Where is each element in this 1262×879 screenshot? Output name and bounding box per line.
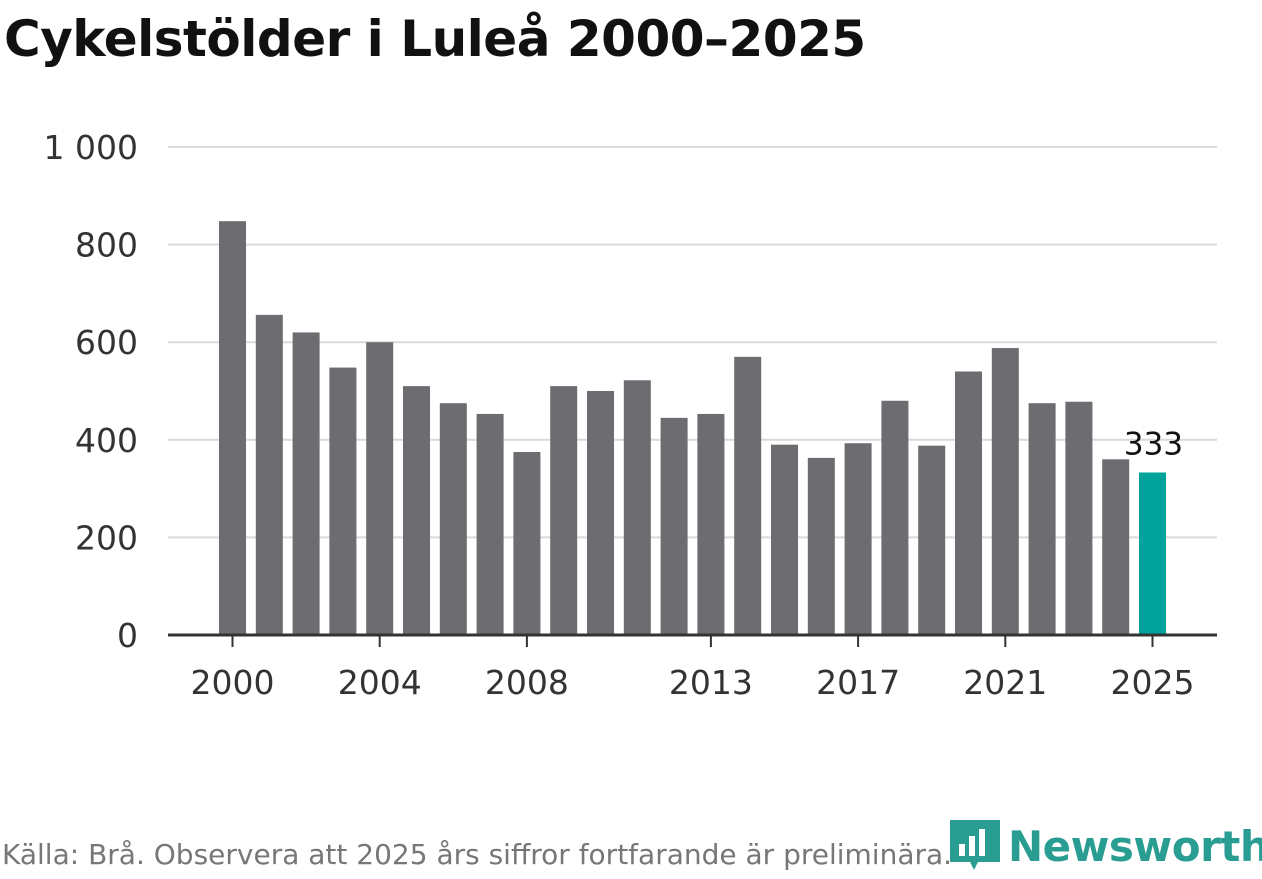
bar-2017 xyxy=(844,443,872,635)
bar-2004 xyxy=(366,342,394,635)
bar-2011 xyxy=(623,380,651,635)
bar-2014 xyxy=(734,356,762,635)
newsworthy-logo: Newsworthy xyxy=(950,820,1262,872)
y-tick-label: 1 000 xyxy=(44,128,138,167)
bar-2020 xyxy=(955,371,982,635)
bar-2022 xyxy=(1028,403,1056,635)
x-tick-label: 2013 xyxy=(669,663,753,702)
source-note: Källa: Brå. Observera att 2025 års siffr… xyxy=(2,838,953,871)
y-tick-label: 0 xyxy=(117,616,138,655)
x-tick-label: 2025 xyxy=(1111,663,1195,702)
data-labels: 333 xyxy=(1124,426,1183,462)
x-tick-label: 2008 xyxy=(485,663,569,702)
bar-2018 xyxy=(881,400,909,635)
y-tick-label: 600 xyxy=(75,323,138,362)
bar-2005 xyxy=(403,386,430,635)
bar-2008 xyxy=(513,452,541,635)
bar-2012 xyxy=(660,417,688,635)
chart-title: Cykelstölder i Luleå 2000–2025 xyxy=(4,10,866,68)
x-axis: 2000 2004 2008 2013 2017 2021 2025 xyxy=(168,633,1217,702)
data-label-2025: 333 xyxy=(1124,426,1183,462)
bars xyxy=(219,221,1166,635)
y-tick-label: 400 xyxy=(75,421,138,460)
bar-2009 xyxy=(550,386,578,635)
x-tick-label: 2021 xyxy=(963,663,1047,702)
logo-text: Newsworthy xyxy=(1008,821,1262,871)
x-tick-label: 2004 xyxy=(338,663,422,702)
bar-2001 xyxy=(255,314,283,635)
bar-2024 xyxy=(1102,459,1130,635)
y-tick-label: 200 xyxy=(75,518,138,557)
bar-2016 xyxy=(807,457,835,635)
bar-2003 xyxy=(329,367,357,635)
bar-2000 xyxy=(219,221,246,635)
newsworthy-chart-icon xyxy=(950,820,1000,870)
bar-2021 xyxy=(991,348,1019,635)
bar-2006 xyxy=(439,403,467,635)
bar-2013 xyxy=(697,413,725,635)
gridlines xyxy=(168,146,1217,539)
bar-2023 xyxy=(1065,401,1093,635)
y-tick-label: 800 xyxy=(75,226,138,265)
x-tick-label: 2000 xyxy=(191,663,275,702)
bar-2010 xyxy=(587,391,614,635)
bar-2015 xyxy=(771,444,798,635)
bar-2025 xyxy=(1139,472,1166,635)
y-axis-ticks: 0 200 400 600 800 1 000 xyxy=(44,128,138,655)
bar-2007 xyxy=(476,413,504,635)
bar-2019 xyxy=(918,445,946,635)
x-tick-label: 2017 xyxy=(816,663,900,702)
bar-2002 xyxy=(292,332,320,635)
